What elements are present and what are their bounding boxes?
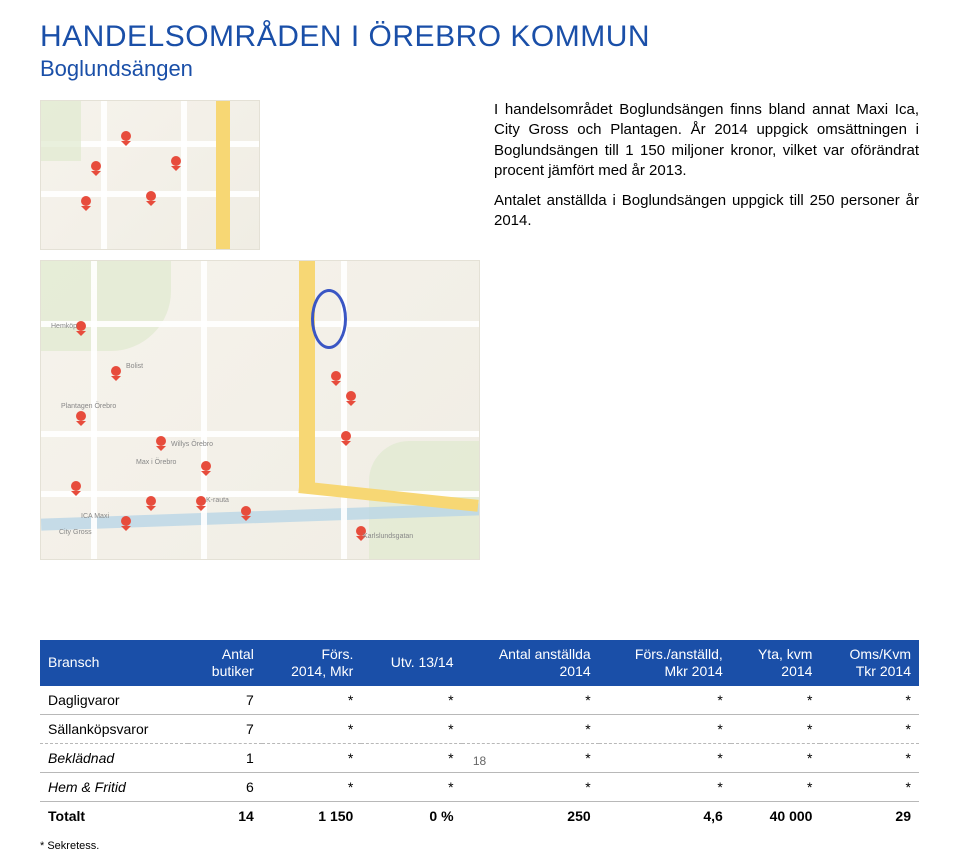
map-label: Plantagen Örebro	[61, 403, 116, 410]
map-marker-icon	[81, 196, 91, 206]
cell: 250	[462, 801, 599, 830]
cell: *	[462, 686, 599, 715]
cell: 0 %	[361, 801, 461, 830]
map-marker-icon	[121, 516, 131, 526]
cell: Dagligvaror	[40, 686, 188, 715]
map-marker-icon	[121, 131, 131, 141]
map-label: Willys Örebro	[171, 441, 213, 448]
map-marker-icon	[76, 321, 86, 331]
map-marker-icon	[201, 461, 211, 471]
map-marker-icon	[91, 161, 101, 171]
cell: *	[462, 772, 599, 801]
map-label: K-rauta	[206, 497, 229, 504]
cell: 7	[188, 686, 262, 715]
cell: *	[361, 686, 461, 715]
th-area: Yta, kvm2014	[731, 640, 821, 686]
cell: *	[599, 714, 731, 743]
cell: Totalt	[40, 801, 188, 830]
map-marker-icon	[346, 391, 356, 401]
cell: *	[599, 772, 731, 801]
cell: 6	[188, 772, 262, 801]
map-marker-icon	[156, 436, 166, 446]
data-table-wrap: Bransch Antalbutiker Förs.2014, Mkr Utv.…	[40, 640, 919, 852]
cell: Beklädnad	[40, 743, 188, 772]
cell: *	[820, 686, 919, 715]
cell: *	[820, 743, 919, 772]
map-marker-icon	[171, 156, 181, 166]
cell: 40 000	[731, 801, 821, 830]
cell: Hem & Fritid	[40, 772, 188, 801]
th-turnover: Förs.2014, Mkr	[262, 640, 362, 686]
th-per-employee: Förs./anställd,Mkr 2014	[599, 640, 731, 686]
description-p2: Antalet anställda i Boglundsängen uppgic…	[494, 191, 919, 232]
table-row: Hem & Fritid6******	[40, 772, 919, 801]
map-label: Bolist	[126, 363, 143, 370]
cell: *	[731, 714, 821, 743]
page-title: HANDELSOMRÅDEN I ÖREBRO KOMMUN	[40, 20, 919, 54]
cell: *	[361, 714, 461, 743]
data-table: Bransch Antalbutiker Förs.2014, Mkr Utv.…	[40, 640, 919, 830]
th-count: Antalbutiker	[188, 640, 262, 686]
page-number: 18	[473, 754, 486, 768]
th-employees: Antal anställda2014	[462, 640, 599, 686]
cell: 4,6	[599, 801, 731, 830]
cell: *	[262, 743, 362, 772]
map-marker-icon	[331, 371, 341, 381]
cell: *	[820, 714, 919, 743]
map-marker-icon	[111, 366, 121, 376]
map-marker-icon	[146, 496, 156, 506]
map-marker-icon	[241, 506, 251, 516]
cell: 29	[820, 801, 919, 830]
th-development: Utv. 13/14	[361, 640, 461, 686]
cell: 1 150	[262, 801, 362, 830]
table-row-total: Totalt141 1500 %2504,640 00029	[40, 801, 919, 830]
th-omskvm: Oms/KvmTkr 2014	[820, 640, 919, 686]
map-label: ICA Maxi	[81, 513, 109, 520]
cell: *	[599, 686, 731, 715]
map-label: Karlslundsgatan	[363, 533, 413, 540]
map-marker-icon	[196, 496, 206, 506]
map-label: Hemköp	[51, 323, 77, 330]
cell: *	[820, 772, 919, 801]
map-marker-icon	[76, 411, 86, 421]
cell: *	[462, 714, 599, 743]
map-marker-icon	[341, 431, 351, 441]
map-label: City Gross	[59, 529, 92, 536]
description-p1: I handelsområdet Boglundsängen finns bla…	[494, 100, 919, 181]
cell: *	[262, 714, 362, 743]
cell: 7	[188, 714, 262, 743]
footnote: * Sekretess.	[40, 840, 919, 852]
cell: *	[731, 772, 821, 801]
map-column: Hemköp Bolist Plantagen Örebro Willys Örebr…	[40, 100, 480, 560]
map-main: Hemköp Bolist Plantagen Örebro Willys Örebr…	[40, 260, 480, 560]
map-label: Max i Örebro	[136, 459, 176, 466]
th-branch: Bransch	[40, 640, 188, 686]
table-row: Dagligvaror7******	[40, 686, 919, 715]
map-highlight-oval	[311, 289, 347, 349]
description-column: I handelsområdet Boglundsängen finns bla…	[494, 100, 919, 560]
cell: *	[262, 686, 362, 715]
table-row: Sällanköpsvaror7******	[40, 714, 919, 743]
cell: *	[262, 772, 362, 801]
content-row: Hemköp Bolist Plantagen Örebro Willys Örebr…	[40, 100, 919, 560]
page-subtitle: Boglundsängen	[40, 56, 919, 82]
map-marker-icon	[71, 481, 81, 491]
map-thumbnail	[40, 100, 260, 250]
cell: Sällanköpsvaror	[40, 714, 188, 743]
cell: *	[731, 743, 821, 772]
cell: 1	[188, 743, 262, 772]
map-marker-icon	[146, 191, 156, 201]
cell: 14	[188, 801, 262, 830]
cell: *	[361, 772, 461, 801]
cell: *	[361, 743, 461, 772]
cell: *	[599, 743, 731, 772]
cell: *	[731, 686, 821, 715]
